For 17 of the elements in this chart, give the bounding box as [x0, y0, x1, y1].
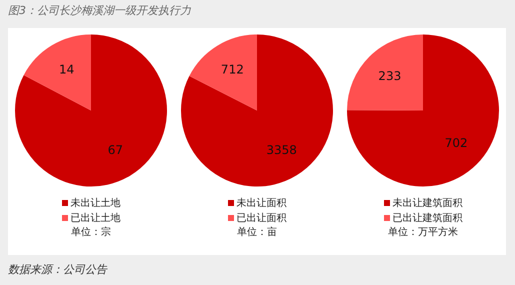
chart-title: 图3：公司长沙梅溪湖一级开发执行力 — [8, 3, 191, 18]
text: 单位：万平方米 — [388, 226, 458, 239]
legend-label: 未出让面积 — [236, 196, 286, 210]
data-label: 67 — [108, 142, 123, 157]
data-label: 3358 — [266, 142, 297, 157]
legend-label: 已出让土地 — [70, 212, 120, 224]
text: 单位：亩 — [237, 226, 277, 239]
legend-label: 已出让建筑面积 — [392, 212, 462, 224]
legend-label: 未出让土地 — [70, 196, 120, 210]
data-label: 702 — [444, 136, 468, 150]
data-label: 233 — [378, 69, 402, 84]
text: 单位：宗 — [71, 226, 111, 239]
source-note: 数据来源：公司公告 — [8, 262, 107, 277]
legend-label: 未出让建筑面积 — [392, 196, 462, 210]
legend-label: 已出让面积 — [236, 212, 286, 224]
data-label: 712 — [220, 62, 244, 76]
data-label: 14 — [59, 62, 74, 76]
